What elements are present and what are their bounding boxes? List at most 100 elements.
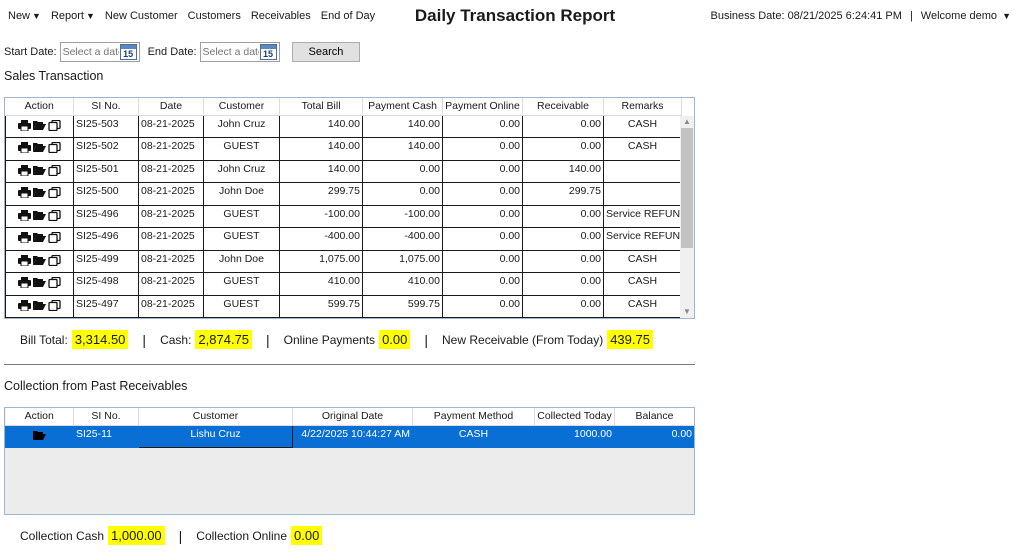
cell-si: SI25-499	[73, 249, 139, 273]
printer-icon[interactable]	[18, 254, 31, 266]
menu-item-end-of-day[interactable]: End of Day	[320, 10, 376, 22]
copy-icon[interactable]	[48, 186, 61, 199]
bill-total-value: 3,314.50	[71, 330, 129, 349]
welcome-menu[interactable]: Welcome demo ▼	[921, 10, 1011, 22]
column-header[interactable]: SI No.	[73, 408, 139, 426]
column-header[interactable]: SI No.	[73, 98, 139, 116]
column-header[interactable]: Remarks	[603, 98, 682, 116]
collection-cash-label: Collection Cash	[20, 528, 105, 543]
table-row[interactable]: SI25-497 08-21-2025 GUEST 599.75 599.75 0.00 0…	[5, 294, 682, 318]
folder-open-icon[interactable]	[33, 165, 46, 176]
scroll-up-icon[interactable]: ▲	[683, 117, 691, 126]
printer-icon[interactable]	[18, 232, 31, 244]
chevron-down-icon: ▼	[1002, 11, 1011, 21]
scroll-thumb[interactable]	[681, 128, 693, 248]
printer-icon[interactable]	[18, 209, 31, 221]
online-payments-label: Online Payments	[283, 332, 376, 347]
cell-remarks: CASH	[603, 137, 682, 161]
welcome-label: Welcome demo	[920, 10, 998, 22]
end-date-input[interactable]	[202, 46, 259, 58]
column-header[interactable]: Payment Method	[412, 408, 535, 426]
sales-scrollbar[interactable]: ▲ ▼	[680, 116, 694, 318]
sales-grid: Action SI No. Date Customer Total Bill Paymen…	[4, 97, 695, 319]
calendar-icon[interactable]: 15	[259, 44, 277, 60]
start-date-label: Start Date:	[4, 46, 57, 58]
scroll-down-icon[interactable]: ▼	[683, 307, 691, 316]
column-header[interactable]: Customer	[138, 408, 293, 426]
column-header[interactable]: Action	[5, 408, 74, 426]
folder-open-icon[interactable]	[33, 300, 46, 311]
table-row[interactable]: SI25-501 08-21-2025 John Cruz 140.00 0.00 0.0…	[5, 159, 682, 183]
table-row[interactable]: SI25-500 08-21-2025 John Doe 299.75 0.00 0.00…	[5, 182, 682, 206]
copy-icon[interactable]	[48, 164, 61, 176]
start-date-input[interactable]	[62, 46, 119, 58]
menu-item-new[interactable]: New ▼	[8, 10, 41, 22]
cell-total: -100.00	[279, 204, 363, 228]
column-header[interactable]: Original Date	[292, 408, 413, 426]
collection-cash-value: 1,000.00	[108, 526, 165, 545]
printer-icon[interactable]	[18, 277, 31, 289]
folder-open-icon[interactable]	[33, 187, 46, 198]
column-header[interactable]: Payment Cash	[362, 98, 443, 116]
folder-open-icon[interactable]	[33, 430, 46, 441]
column-header[interactable]: Balance	[614, 408, 694, 426]
cell-customer: John Doe	[203, 249, 280, 273]
column-header[interactable]: Action	[5, 98, 74, 116]
cell-date: 08-21-2025	[138, 294, 204, 318]
folder-open-icon[interactable]	[33, 142, 46, 153]
cell-receivable: 0.00	[522, 137, 604, 161]
row-actions	[5, 294, 74, 318]
table-row[interactable]: SI25-503 08-21-2025 John Cruz 140.00 140.00 0…	[5, 114, 682, 138]
column-header[interactable]: Customer	[203, 98, 280, 116]
table-row[interactable]: SI25-498 08-21-2025 GUEST 410.00 410.00 0.00 0…	[5, 272, 682, 296]
folder-open-icon[interactable]	[33, 232, 46, 243]
cell-date: 08-21-2025	[138, 114, 204, 138]
end-date-label: End Date:	[147, 46, 197, 58]
menu-item-customers[interactable]: Customers	[187, 10, 241, 22]
column-header[interactable]: Collected Today	[534, 408, 615, 426]
row-actions	[5, 204, 74, 228]
new-receivable-label: New Receivable (From Today)	[442, 332, 604, 347]
copy-icon[interactable]	[48, 231, 61, 244]
copy-icon[interactable]	[48, 299, 61, 311]
table-row[interactable]: SI25-496 08-21-2025 GUEST -100.00 -100.00 0.0…	[5, 204, 682, 228]
calendar-icon[interactable]: 15	[119, 44, 137, 60]
menu-item-receivables[interactable]: Receivables	[250, 10, 311, 22]
folder-open-icon[interactable]	[33, 120, 46, 131]
printer-icon[interactable]	[18, 164, 31, 176]
copy-icon[interactable]	[48, 119, 61, 131]
copy-icon[interactable]	[48, 209, 61, 221]
copy-icon[interactable]	[48, 276, 61, 289]
search-button[interactable]: Search	[291, 42, 361, 62]
copy-icon[interactable]	[48, 254, 61, 266]
printer-icon[interactable]	[18, 142, 31, 154]
table-row[interactable]: SI25-11 Lishu Cruz 4/22/2025 10:44:27 AM CA…	[5, 424, 694, 448]
table-row[interactable]: SI25-499 08-21-2025 John Doe 1,075.00 1,075.…	[5, 249, 682, 273]
cell-si: SI25-500	[73, 182, 139, 206]
online-payments-value: 0.00	[379, 330, 411, 349]
column-header[interactable]: Total Bill	[279, 98, 363, 116]
bill-total-label: Bill Total:	[20, 332, 68, 347]
menu-bar: New ▼ Report ▼ New Customer Customers Receivab…	[8, 10, 375, 22]
table-row[interactable]: SI25-496 08-21-2025 GUEST -400.00 -400.00 0.0…	[5, 227, 682, 251]
top-bar: New ▼ Report ▼ New Customer Customers Receivab…	[0, 0, 1024, 32]
printer-icon[interactable]	[18, 119, 31, 131]
table-row[interactable]: SI25-502 08-21-2025 GUEST 140.00 140.00 0.00 0…	[5, 137, 682, 161]
cell-customer: John Doe	[203, 182, 280, 206]
cell-customer: GUEST	[203, 137, 280, 161]
folder-open-icon[interactable]	[33, 277, 46, 288]
menu-item-new-customer[interactable]: New Customer	[104, 10, 178, 22]
folder-open-icon[interactable]	[33, 255, 46, 266]
collection-online-label: Collection Online	[196, 528, 288, 543]
copy-icon[interactable]	[48, 141, 61, 154]
cell-cash: 0.00	[362, 159, 443, 183]
folder-open-icon[interactable]	[33, 210, 46, 221]
column-header[interactable]: Payment Online	[442, 98, 523, 116]
start-date-picker[interactable]: 15	[59, 42, 140, 62]
column-header[interactable]: Receivable	[522, 98, 604, 116]
menu-item-report[interactable]: Report ▼	[50, 10, 95, 22]
printer-icon[interactable]	[18, 299, 31, 311]
end-date-picker[interactable]: 15	[199, 42, 280, 62]
column-header[interactable]: Date	[138, 98, 204, 116]
printer-icon[interactable]	[18, 187, 31, 199]
